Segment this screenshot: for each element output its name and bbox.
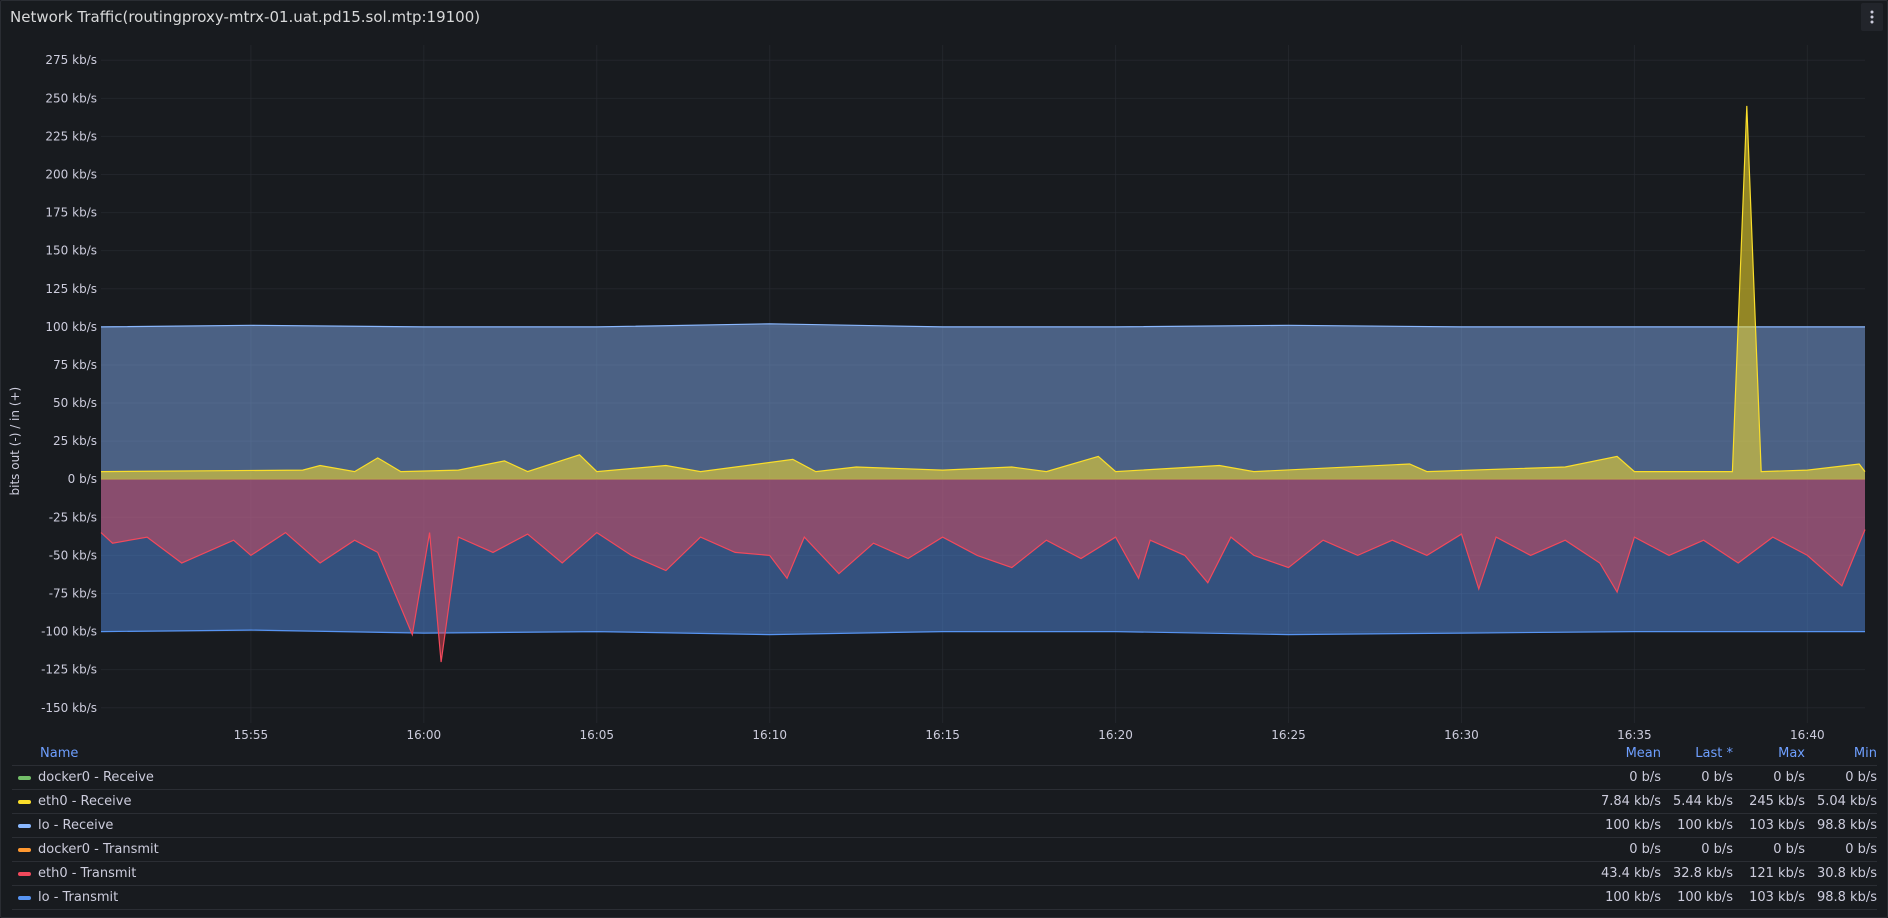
legend-last-value: 0 b/s [1701,842,1733,857]
legend-series-name: lo - Transmit [12,890,1581,905]
y-tick-label: 275 kb/s [45,53,97,67]
legend-series-name: docker0 - Transmit [12,842,1581,857]
y-tick-label: -150 kb/s [41,701,97,715]
legend-table: Name Mean Last * Max Min docker0 - Recei… [12,741,1877,910]
y-tick-label: 100 kb/s [45,320,97,334]
more-vertical-icon [1870,10,1874,24]
legend-series-label: lo - Receive [38,818,114,833]
x-tick-label: 16:35 [1617,728,1652,741]
legend-mean-value: 0 b/s [1629,842,1661,857]
y-tick-label: 125 kb/s [45,282,97,296]
series-color-swatch [18,847,31,852]
y-tick-label: 0 b/s [68,472,97,486]
legend-min-value: 98.8 kb/s [1816,818,1877,833]
y-tick-label: 150 kb/s [45,244,97,258]
series-eth0-transmit-area [101,479,1865,663]
legend-min-value: 0 b/s [1845,770,1877,785]
series-lo-receive-line [100,323,1865,328]
y-tick-label: 200 kb/s [45,168,97,182]
legend-row[interactable]: docker0 - Receive 0 b/s 0 b/s 0 b/s 0 b/s [12,766,1877,790]
legend-series-label: lo - Transmit [38,890,119,905]
y-tick-label: -125 kb/s [41,663,97,677]
y-tick-label: 225 kb/s [45,129,97,143]
series-eth0-transmit-line [100,529,1866,663]
legend-series-name: eth0 - Transmit [12,866,1581,881]
legend-header-min[interactable]: Min [1853,745,1877,761]
legend-last-value: 100 kb/s [1677,818,1733,833]
series-lo-transmit-line [100,629,1865,636]
y-tick-label: 75 kb/s [53,358,97,372]
legend-min-value: 5.04 kb/s [1816,794,1877,809]
legend-max-value: 0 b/s [1773,842,1805,857]
legend-row[interactable]: eth0 - Transmit 43.4 kb/s 32.8 kb/s 121 kb/… [12,862,1877,886]
legend-mean-value: 0 b/s [1629,770,1661,785]
network-traffic-chart: 275 kb/s 250 kb/s 225 kb/s 200 kb/s 175 kb/s… [8,45,1866,741]
panel-title: Network Traffic(routingproxy-mtrx-01.uat… [10,8,481,26]
y-axis-label: bits out (-) / in (+) [8,387,22,496]
y-tick-label: -25 kb/s [49,510,97,524]
legend-last-value: 5.44 kb/s [1672,794,1733,809]
legend-min-value: 30.8 kb/s [1816,866,1877,881]
legend-series-label: docker0 - Transmit [38,842,159,857]
legend-max-value: 121 kb/s [1749,866,1805,881]
legend-header: Name Mean Last * Max Min [12,741,1877,766]
y-tick-label: 25 kb/s [53,434,97,448]
x-tick-label: 16:00 [407,728,442,741]
legend-mean-value: 43.4 kb/s [1600,866,1661,881]
y-tick-label: 50 kb/s [53,396,97,410]
series-color-swatch [18,799,31,804]
series-color-swatch [18,775,31,780]
panel-menu-button[interactable] [1861,3,1883,31]
legend-mean-value: 100 kb/s [1605,818,1661,833]
legend-max-value: 245 kb/s [1749,794,1805,809]
legend-header-name[interactable]: Name [40,745,79,761]
x-tick-label: 15:55 [234,728,269,741]
legend-series-name: eth0 - Receive [12,794,1581,809]
legend-rows: docker0 - Receive 0 b/s 0 b/s 0 b/s 0 b/s eth… [12,766,1877,910]
legend-mean-value: 7.84 kb/s [1600,794,1661,809]
x-tick-label: 16:30 [1444,728,1479,741]
y-tick-label: -100 kb/s [41,625,97,639]
legend-mean-value: 100 kb/s [1605,890,1661,905]
legend-last-value: 100 kb/s [1677,890,1733,905]
legend-max-value: 103 kb/s [1749,890,1805,905]
series-eth0-receive-line [100,105,1866,473]
legend-series-name: docker0 - Receive [12,770,1581,785]
legend-last-value: 0 b/s [1701,770,1733,785]
legend-min-value: 98.8 kb/s [1816,890,1877,905]
legend-series-label: eth0 - Receive [38,794,132,809]
x-tick-label: 16:25 [1271,728,1306,741]
legend-header-last[interactable]: Last * [1695,745,1733,761]
legend-header-max[interactable]: Max [1778,745,1805,761]
x-tick-label: 16:05 [579,728,614,741]
x-tick-label: 16:40 [1790,728,1825,741]
x-tick-label: 16:20 [1098,728,1133,741]
series-color-swatch [18,871,31,876]
legend-header-mean[interactable]: Mean [1625,745,1661,761]
legend-row[interactable]: lo - Transmit 100 kb/s 100 kb/s 103 kb/s 98.… [12,886,1877,910]
x-tick-label: 16:15 [925,728,960,741]
legend-series-name: lo - Receive [12,818,1581,833]
legend-max-value: 0 b/s [1773,770,1805,785]
x-tick-label: 16:10 [752,728,787,741]
y-tick-label: -50 kb/s [49,548,97,562]
y-tick-label: 250 kb/s [45,91,97,105]
series-color-swatch [18,823,31,828]
legend-max-value: 103 kb/s [1749,818,1805,833]
legend-min-value: 0 b/s [1845,842,1877,857]
y-tick-label: -75 kb/s [49,586,97,600]
legend-last-value: 32.8 kb/s [1672,866,1733,881]
legend-row[interactable]: lo - Receive 100 kb/s 100 kb/s 103 kb/s 98.8… [12,814,1877,838]
legend-row[interactable]: eth0 - Receive 7.84 kb/s 5.44 kb/s 245 kb/s… [12,790,1877,814]
legend-series-label: eth0 - Transmit [38,866,137,881]
legend-series-label: docker0 - Receive [38,770,154,785]
series-lo-receive-area [101,323,1865,480]
series-color-swatch [18,895,31,900]
legend-row[interactable]: docker0 - Transmit 0 b/s 0 b/s 0 b/s 0 b/s [12,838,1877,862]
y-tick-label: 175 kb/s [45,206,97,220]
